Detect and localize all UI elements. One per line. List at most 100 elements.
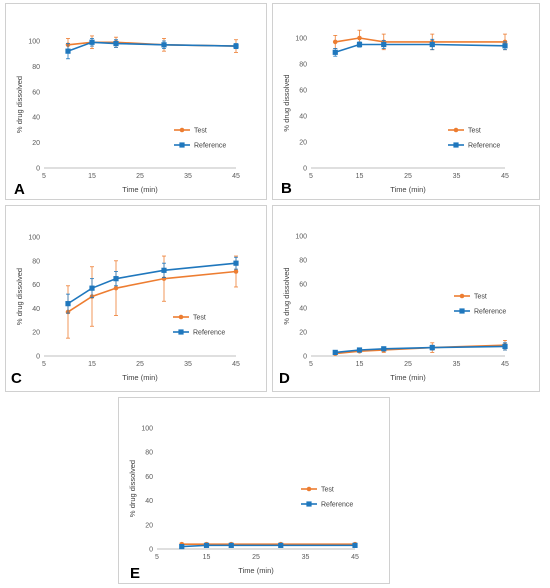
data-point-test bbox=[357, 35, 362, 41]
x-tick-label: 15 bbox=[88, 361, 96, 368]
legend-marker bbox=[306, 501, 312, 507]
legend-marker bbox=[453, 127, 459, 133]
x-axis-title: Time (min) bbox=[390, 373, 426, 382]
y-tick-label: 100 bbox=[295, 234, 307, 241]
data-point-test bbox=[233, 269, 239, 274]
data-point-reference bbox=[356, 347, 363, 353]
chart-svg-c: 5 15 25 35 45 0 20 40 60 80 100 Time (min) % drug di… bbox=[11, 235, 240, 388]
y-tick-label: 20 bbox=[32, 330, 40, 337]
data-point-reference bbox=[89, 39, 95, 45]
y-tick-label: 60 bbox=[299, 282, 307, 289]
y-tick-label: 0 bbox=[36, 166, 40, 173]
x-tick-label: 35 bbox=[184, 173, 192, 180]
x-tick-label: 15 bbox=[356, 361, 364, 368]
data-point-reference bbox=[381, 41, 387, 48]
data-point-test bbox=[332, 39, 338, 45]
y-tick-label: 100 bbox=[28, 39, 40, 46]
legend-label: Test bbox=[474, 294, 487, 301]
y-tick-label: 40 bbox=[299, 114, 307, 121]
data-point-reference bbox=[203, 542, 210, 548]
data-point-reference bbox=[429, 41, 435, 48]
y-tick-label: 0 bbox=[303, 354, 307, 361]
data-point-reference bbox=[233, 260, 239, 266]
x-tick-label: 25 bbox=[404, 173, 412, 180]
y-tick-label: 20 bbox=[299, 330, 307, 337]
legend-label: Reference bbox=[321, 502, 353, 509]
x-tick-label: 25 bbox=[136, 173, 144, 180]
y-tick-label: 100 bbox=[295, 36, 307, 43]
data-point-reference bbox=[113, 40, 119, 47]
legend-label: Test bbox=[194, 128, 207, 135]
x-axis-title: Time (min) bbox=[122, 185, 158, 194]
x-tick-label: 35 bbox=[302, 554, 310, 561]
chart-panel-b: 5 15 25 35 45 0 20 40 60 80 100 Time (min) % drug di… bbox=[272, 3, 540, 200]
data-point-reference bbox=[332, 349, 338, 355]
legend-label: Test bbox=[468, 128, 481, 135]
y-tick-label: 100 bbox=[141, 426, 153, 433]
y-axis-title: % drug dissolved bbox=[15, 268, 24, 325]
y-tick-label: 60 bbox=[32, 282, 40, 289]
y-tick-label: 0 bbox=[149, 547, 153, 554]
data-point-reference bbox=[233, 43, 239, 49]
chart-svg-e: 5 15 25 35 45 0 20 40 60 80 100 Time (min) % drug di… bbox=[128, 426, 359, 583]
legend-label: Test bbox=[321, 487, 334, 494]
data-point-test bbox=[113, 285, 119, 291]
x-tick-label: 15 bbox=[203, 554, 211, 561]
y-tick-label: 100 bbox=[28, 235, 40, 242]
y-tick-label: 80 bbox=[299, 258, 307, 265]
y-tick-label: 0 bbox=[303, 166, 307, 173]
legend-label: Reference bbox=[474, 309, 506, 316]
panel-label: E bbox=[130, 565, 140, 582]
y-tick-label: 20 bbox=[32, 140, 40, 147]
data-point-reference bbox=[429, 345, 435, 351]
panel-label: B bbox=[281, 180, 292, 197]
y-tick-label: 40 bbox=[145, 498, 153, 505]
x-tick-label: 5 bbox=[42, 361, 46, 368]
x-tick-label: 5 bbox=[309, 361, 313, 368]
chart-panel-c: 5 15 25 35 45 0 20 40 60 80 100 Time (min) % drug di… bbox=[5, 205, 267, 392]
x-tick-label: 45 bbox=[351, 554, 359, 561]
x-tick-label: 45 bbox=[501, 173, 509, 180]
chart-svg-b: 5 15 25 35 45 0 20 40 60 80 100 Time (min) % drug di… bbox=[281, 29, 509, 197]
x-axis-title: Time (min) bbox=[122, 373, 158, 382]
data-point-reference bbox=[502, 343, 508, 349]
chart-svg-d: 5 15 25 35 45 0 20 40 60 80 100 Time (min) % drug di… bbox=[279, 234, 509, 388]
x-axis-title: Time (min) bbox=[390, 185, 426, 194]
x-tick-label: 25 bbox=[404, 361, 412, 368]
legend-marker bbox=[306, 486, 312, 492]
chart-svg-a: 5 15 25 35 45 0 20 40 60 80 100 Time (min) % drug di… bbox=[14, 35, 240, 198]
y-tick-label: 20 bbox=[299, 140, 307, 147]
series-line-test bbox=[67, 270, 237, 313]
data-point-reference bbox=[352, 542, 358, 548]
y-axis-title: % drug dissolved bbox=[282, 74, 291, 131]
chart-panel-a: 5 15 25 35 45 0 20 40 60 80 100 Time (min) % drug di… bbox=[5, 3, 267, 200]
legend-marker bbox=[179, 142, 185, 148]
data-point-reference bbox=[278, 542, 284, 548]
legend-marker bbox=[178, 329, 184, 335]
y-tick-label: 60 bbox=[32, 89, 40, 96]
x-tick-label: 5 bbox=[309, 173, 313, 180]
x-axis-title: Time (min) bbox=[238, 566, 274, 575]
x-tick-label: 45 bbox=[501, 361, 509, 368]
x-tick-label: 15 bbox=[356, 173, 364, 180]
chart-panel-e: 5 15 25 35 45 0 20 40 60 80 100 Time (min) % drug di… bbox=[118, 397, 390, 584]
y-axis-title: % drug dissolved bbox=[282, 267, 291, 324]
y-tick-label: 80 bbox=[145, 450, 153, 457]
x-tick-label: 35 bbox=[184, 361, 192, 368]
legend-label: Reference bbox=[194, 143, 226, 150]
data-point-reference bbox=[332, 49, 338, 55]
y-tick-label: 60 bbox=[299, 88, 307, 95]
legend-marker bbox=[178, 314, 184, 320]
x-tick-label: 25 bbox=[252, 554, 260, 561]
y-tick-label: 40 bbox=[32, 115, 40, 122]
data-point-reference bbox=[179, 543, 185, 550]
y-tick-label: 20 bbox=[145, 522, 153, 529]
data-point-reference bbox=[228, 542, 234, 548]
panel-label: A bbox=[14, 181, 25, 198]
y-tick-label: 40 bbox=[299, 306, 307, 313]
x-tick-label: 25 bbox=[136, 361, 144, 368]
data-point-reference bbox=[161, 42, 167, 48]
data-point-reference bbox=[113, 276, 119, 282]
y-tick-label: 40 bbox=[32, 306, 40, 313]
data-point-reference bbox=[356, 41, 363, 48]
